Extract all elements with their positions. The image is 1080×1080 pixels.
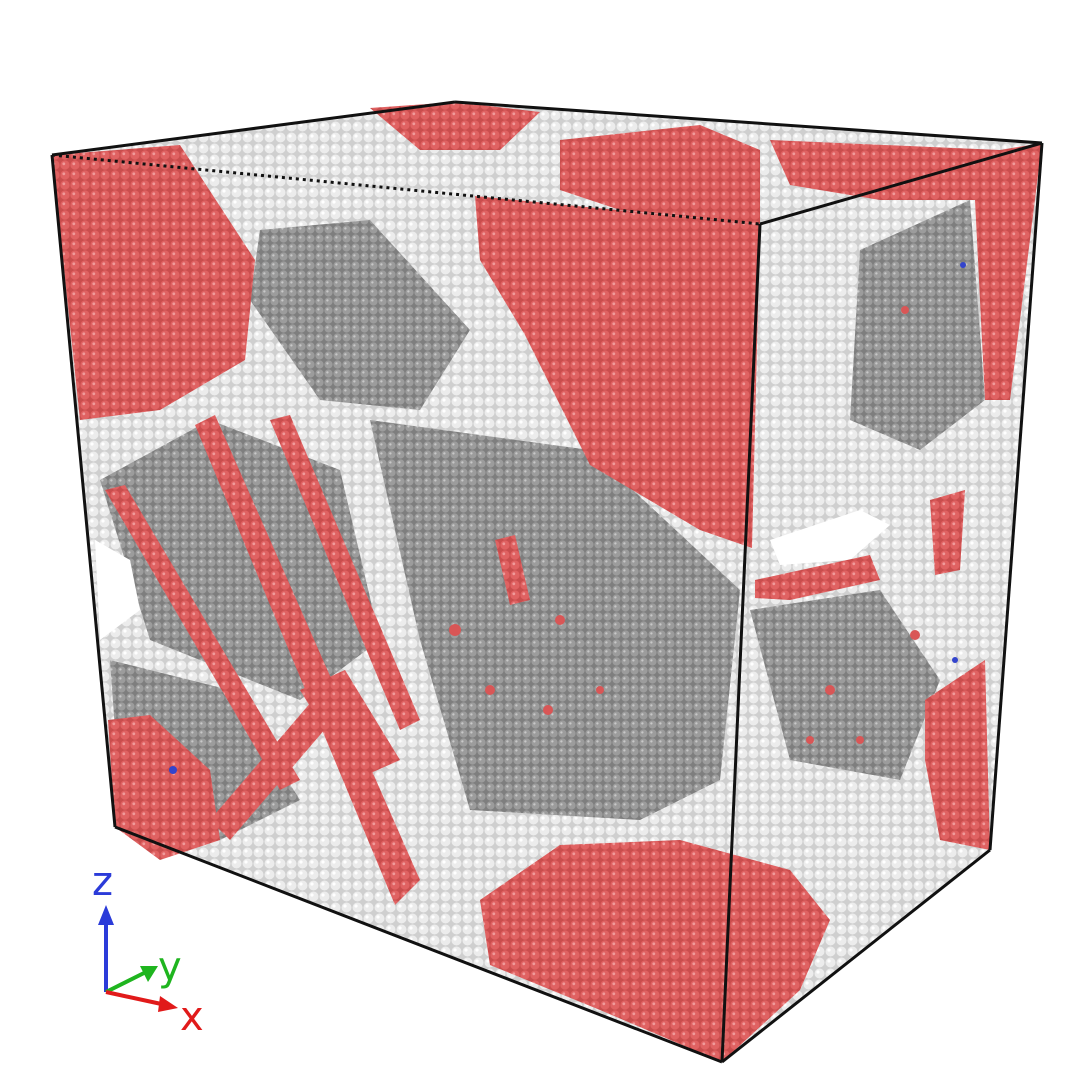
red-grain-bottom-left <box>108 715 220 860</box>
red-grain-top-left <box>52 145 255 420</box>
box-edge-top-front-right <box>759 141 1043 226</box>
red-lamella-mid <box>495 535 530 605</box>
simulation-box <box>50 100 1044 1064</box>
cube-body <box>52 102 1042 1062</box>
red-lamella-1 <box>195 415 420 905</box>
red-grain-top-front <box>475 196 760 548</box>
red-grain-top-back <box>370 102 540 150</box>
box-edge-top-back-left <box>51 100 456 157</box>
void-opening-left <box>95 540 140 640</box>
void-opening <box>770 510 890 565</box>
box-edge-bottom-front-right <box>721 848 991 1064</box>
red-grain-right-lower <box>925 660 990 850</box>
y-axis-arrow <box>105 970 147 994</box>
box-edge-front-left <box>50 154 117 828</box>
y-axis-label: y <box>158 944 182 990</box>
box-edge-bottom-front-left <box>114 825 723 1064</box>
y-arrowhead <box>140 966 158 982</box>
z-arrowhead <box>98 905 114 925</box>
red-lamella-2 <box>105 485 300 790</box>
box-edge-top-back-right <box>454 100 1043 145</box>
red-slab-mid-right <box>755 555 880 600</box>
red-lamella-cross-2 <box>300 670 400 780</box>
red-grain-right-mid <box>930 490 965 575</box>
scattered-defects <box>449 306 920 744</box>
red-lamella-3 <box>270 415 420 730</box>
blue-defect-atoms <box>169 262 966 774</box>
x-axis-label: x <box>180 994 204 1040</box>
x-arrowhead <box>158 996 178 1012</box>
red-grain-top-right <box>770 140 1042 400</box>
red-grain-top-band <box>560 125 760 224</box>
z-axis-label: z <box>92 859 113 905</box>
x-axis-arrow <box>105 990 167 1007</box>
gray-grain-upper <box>250 220 470 410</box>
axis-triad: z y x <box>92 859 204 1040</box>
gray-grain-lower-right <box>750 590 940 780</box>
gray-grain-right <box>850 200 985 450</box>
red-grain-bottom-center <box>480 840 830 1062</box>
red-lamella-cross <box>210 680 350 840</box>
box-edge-front-right <box>720 223 762 1063</box>
box-edge-back-right <box>988 142 1044 851</box>
